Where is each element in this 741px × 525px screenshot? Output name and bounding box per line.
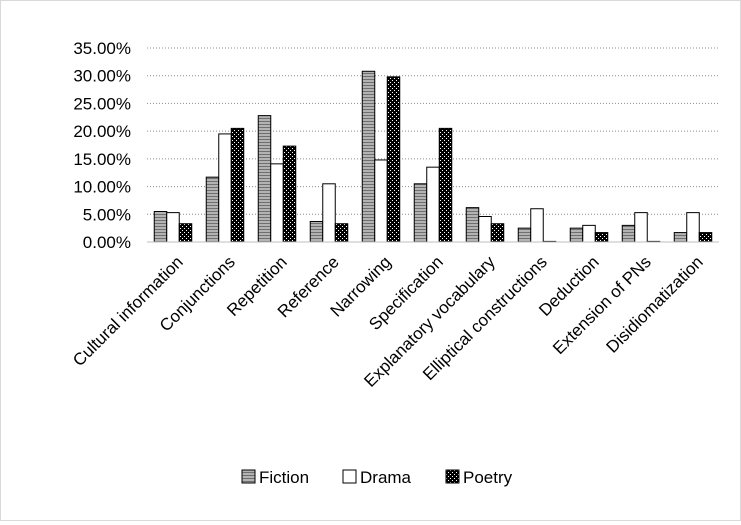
bar-drama-specification xyxy=(426,166,440,243)
bar-fiction-repetition xyxy=(257,115,272,243)
x-axis-tick-labels: Cultural informationConjunctionsRepetiti… xyxy=(69,252,707,391)
bar-drama-conjunctions xyxy=(218,133,232,243)
bar-fiction-reference xyxy=(309,220,324,243)
legend-label-drama: Drama xyxy=(360,468,412,487)
bar-fiction-elliptical-constructions xyxy=(517,227,532,243)
bar-fiction-explanatory-vocabulary xyxy=(465,207,480,243)
bar-poetry-repetition xyxy=(282,145,297,243)
y-tick-label: 20.00% xyxy=(73,122,131,141)
x-tick-label: Extension of PNs xyxy=(549,252,655,358)
y-tick-label: 15.00% xyxy=(73,150,131,169)
legend-swatch-fiction xyxy=(241,469,256,484)
bar-drama-elliptical-constructions xyxy=(530,208,544,243)
y-tick-label: 10.00% xyxy=(73,178,131,197)
y-tick-label: 30.00% xyxy=(73,67,131,86)
legend-label-fiction: Fiction xyxy=(259,468,309,487)
bar-poetry-specification xyxy=(438,127,453,243)
legend: Fiction Drama Poetry xyxy=(241,468,513,487)
y-tick-label: 5.00% xyxy=(83,205,131,224)
bar-drama-deduction xyxy=(582,224,596,243)
bar-drama-explanatory-vocabulary xyxy=(478,216,492,243)
bar-fiction-narrowing xyxy=(361,70,376,243)
y-axis-tick-labels: 0.00% 5.00% 10.00% 15.00% 20.00% 25.00% 30.00%… xyxy=(73,39,131,252)
legend-label-poetry: Poetry xyxy=(463,468,513,487)
bar-poetry-reference xyxy=(334,223,349,243)
bar-poetry-explanatory-vocabulary xyxy=(490,223,505,243)
bar-poetry-cultural-information xyxy=(178,223,193,243)
bar-drama-repetition xyxy=(270,163,284,243)
bar-drama-narrowing xyxy=(374,159,388,243)
bars xyxy=(153,70,713,243)
bar-fiction-conjunctions xyxy=(205,176,220,243)
y-tick-label: 35.00% xyxy=(73,39,131,58)
bar-drama-cultural-information xyxy=(166,212,180,243)
y-tick-label: 0.00% xyxy=(83,233,131,252)
bar-drama-reference xyxy=(322,183,336,243)
bar-poetry-conjunctions xyxy=(230,127,245,243)
bar-poetry-narrowing xyxy=(386,76,401,243)
bar-fiction-extension-of-pns xyxy=(621,224,636,243)
y-tick-label: 25.00% xyxy=(73,94,131,113)
legend-swatch-poetry xyxy=(445,469,460,484)
bar-fiction-disidiomatization xyxy=(673,232,688,243)
bar-drama-extension-of-pns xyxy=(634,212,648,243)
bar-fiction-deduction xyxy=(569,227,584,243)
bar-drama-disidiomatization xyxy=(686,212,700,243)
legend-swatch-drama xyxy=(342,469,357,484)
x-tick-label: Disidiomatization xyxy=(603,252,707,356)
bar-poetry-deduction xyxy=(594,232,609,243)
bar-fiction-cultural-information xyxy=(153,211,168,243)
bar-poetry-disidiomatization xyxy=(698,232,713,243)
bar-fiction-specification xyxy=(413,183,428,243)
